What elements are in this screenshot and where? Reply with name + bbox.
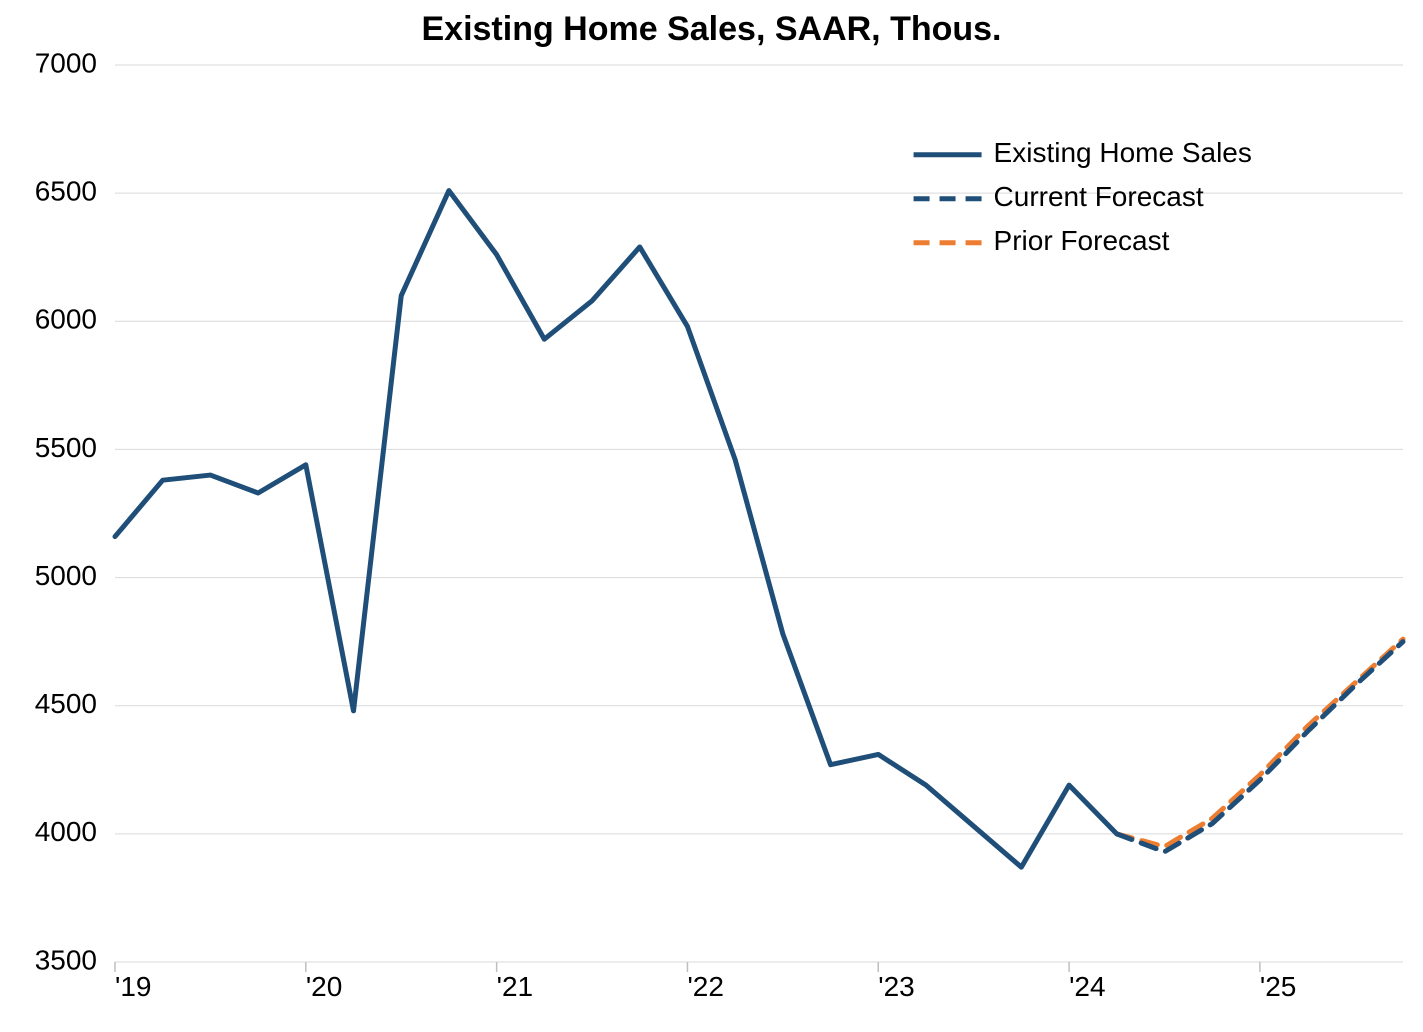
chart-title: Existing Home Sales, SAAR, Thous. bbox=[0, 10, 1423, 49]
y-axis-label: 7000 bbox=[35, 47, 97, 78]
y-axis-label: 6500 bbox=[35, 176, 97, 207]
x-axis-label: '22 bbox=[687, 971, 724, 1002]
y-axis-label: 4000 bbox=[35, 816, 97, 847]
y-axis-label: 5000 bbox=[35, 560, 97, 591]
y-axis-label: 4500 bbox=[35, 688, 97, 719]
y-axis-label: 6000 bbox=[35, 304, 97, 335]
x-axis-label: '24 bbox=[1069, 971, 1106, 1002]
legend-label: Prior Forecast bbox=[994, 225, 1170, 256]
legend-label: Current Forecast bbox=[994, 181, 1204, 212]
x-axis-label: '20 bbox=[306, 971, 343, 1002]
chart-svg: 3500 4000 4500 5000 5500 6000 6500 7000 '19 '20 '2… bbox=[0, 0, 1423, 1032]
x-axis-label: '21 bbox=[497, 971, 534, 1002]
legend-label: Existing Home Sales bbox=[994, 137, 1252, 168]
x-axis-label: '25 bbox=[1260, 971, 1297, 1002]
y-axis-label: 5500 bbox=[35, 432, 97, 463]
x-axis-label: '23 bbox=[878, 971, 915, 1002]
chart-container: Existing Home Sales, SAAR, Thous. 3500 40… bbox=[0, 0, 1423, 1032]
y-axis-label: 3500 bbox=[35, 944, 97, 975]
x-axis-label: '19 bbox=[115, 971, 152, 1002]
plot-area bbox=[115, 65, 1403, 962]
